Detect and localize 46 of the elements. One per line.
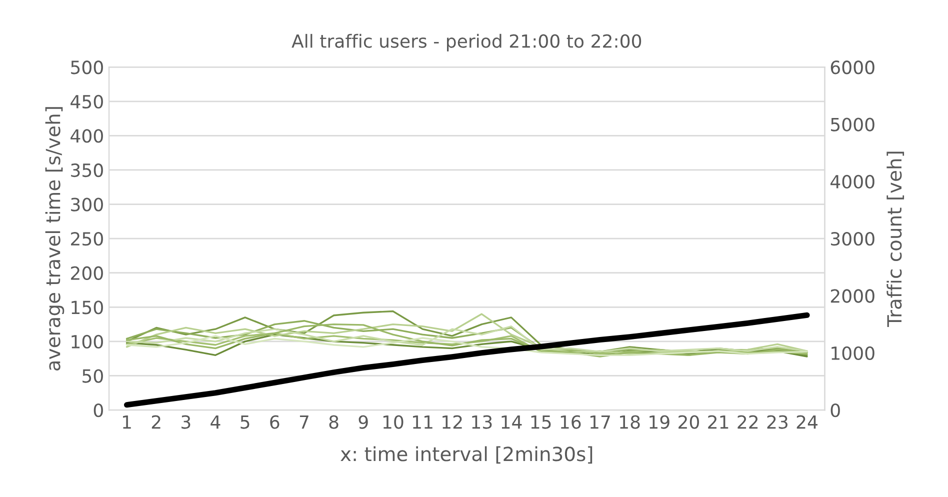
y-tick-label: 150 [72,300,103,314]
x-tick-label: 18 [620,415,640,429]
x-tick-label: 9 [358,415,368,429]
y-tick-label: 400 [70,129,103,143]
y-tick-label: 500 [71,60,103,74]
y2-tick-label: 1000 [832,346,874,360]
y-tick-label: 250 [71,232,103,246]
x-tick-label: 3 [182,415,190,429]
x-tick-label: 17 [590,415,610,429]
x-tick-label: 14 [502,415,522,429]
y-tick-label: 50 [82,369,103,383]
x-tick-label: 12 [442,415,462,429]
y2-axis-title: Traffic count [veh] [886,152,904,328]
x-tick-label: 15 [531,415,551,429]
y-tick-label: 300 [71,198,103,212]
x-tick-label: 23 [767,415,788,429]
x-tick-label: 11 [413,415,432,429]
x-axis-title: x: time interval [2min30s] [340,446,592,464]
x-tick-label: 8 [329,415,338,429]
y2-tick-label: 0 [830,403,840,418]
x-tick-label: 19 [650,415,670,429]
y2-tick-label: 6000 [830,60,874,74]
x-tick-label: 24 [796,415,818,429]
y-tick-label: 350 [71,163,103,178]
y2-tick-label: 5000 [831,118,874,132]
x-tick-label: 10 [383,415,404,429]
x-tick-label: 2 [152,415,160,429]
x-tick-label: 21 [708,415,728,429]
x-tick-label: 13 [472,415,492,429]
y2-tick-label: 2000 [830,289,874,303]
y-tick-label: 200 [71,266,103,280]
x-tick-label: 7 [300,415,308,429]
y-tick-label: 450 [70,94,103,109]
x-tick-label: 4 [210,415,220,429]
y-axis-title: average travel time [s/veh] [45,107,64,370]
x-tick-label: 22 [738,415,758,429]
x-tick-label: 5 [240,415,250,429]
x-tick-label: 1 [123,415,131,429]
y2-tick-label: 3000 [831,232,874,246]
y-tick-label: 100 [72,334,103,349]
y2-tick-label: 4000 [830,174,874,189]
x-tick-label: 20 [678,415,699,429]
x-tick-label: 6 [270,415,280,429]
chart-title: All traffic users - period 21:00 to 22:00 [292,34,642,52]
x-tick-label: 16 [560,415,581,429]
y-tick-label: 0 [94,403,103,418]
